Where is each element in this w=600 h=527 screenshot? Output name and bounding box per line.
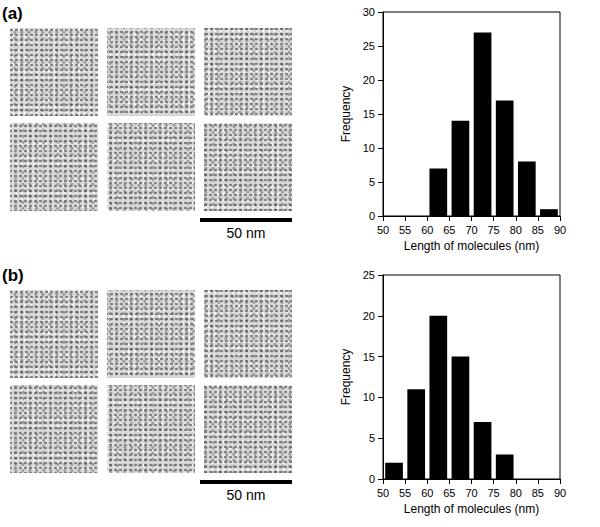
svg-text:Frequency: Frequency (339, 86, 353, 143)
svg-text:25: 25 (363, 40, 375, 52)
svg-text:65: 65 (443, 487, 455, 499)
svg-text:15: 15 (363, 108, 375, 120)
svg-text:20: 20 (363, 74, 375, 86)
svg-text:30: 30 (363, 6, 375, 18)
svg-text:65: 65 (443, 224, 455, 236)
html-text:(a): (a) (2, 4, 23, 23)
svg-text:10: 10 (363, 391, 375, 403)
svg-text:0: 0 (369, 210, 375, 222)
svg-text:70: 70 (465, 487, 477, 499)
html-text:50 nm: 50 nm (226, 487, 266, 503)
svg-text:75: 75 (488, 224, 500, 236)
svg-text:Length of molecules (nm): Length of molecules (nm) (404, 502, 539, 516)
svg-text:85: 85 (532, 224, 544, 236)
svg-text:0: 0 (369, 473, 375, 485)
svg-text:15: 15 (363, 351, 375, 363)
svg-text:5: 5 (369, 432, 375, 444)
html-text:50 nm: 50 nm (226, 225, 266, 241)
svg-text:25: 25 (363, 269, 375, 281)
svg-text:55: 55 (399, 487, 411, 499)
svg-text:10: 10 (363, 142, 375, 154)
svg-text:85: 85 (532, 487, 544, 499)
svg-text:Length of molecules (nm): Length of molecules (nm) (404, 239, 539, 253)
svg-text:60: 60 (421, 487, 433, 499)
svg-text:5: 5 (369, 176, 375, 188)
svg-text:50: 50 (377, 487, 389, 499)
svg-text:50: 50 (377, 224, 389, 236)
svg-text:70: 70 (465, 224, 477, 236)
svg-text:80: 80 (510, 487, 522, 499)
svg-text:90: 90 (554, 487, 566, 499)
svg-text:75: 75 (488, 487, 500, 499)
svg-text:20: 20 (363, 310, 375, 322)
html-text:(b): (b) (2, 266, 24, 285)
svg-text:90: 90 (554, 224, 566, 236)
svg-text:60: 60 (421, 224, 433, 236)
svg-text:55: 55 (399, 224, 411, 236)
svg-text:Frequency: Frequency (339, 349, 353, 406)
svg-text:80: 80 (510, 224, 522, 236)
